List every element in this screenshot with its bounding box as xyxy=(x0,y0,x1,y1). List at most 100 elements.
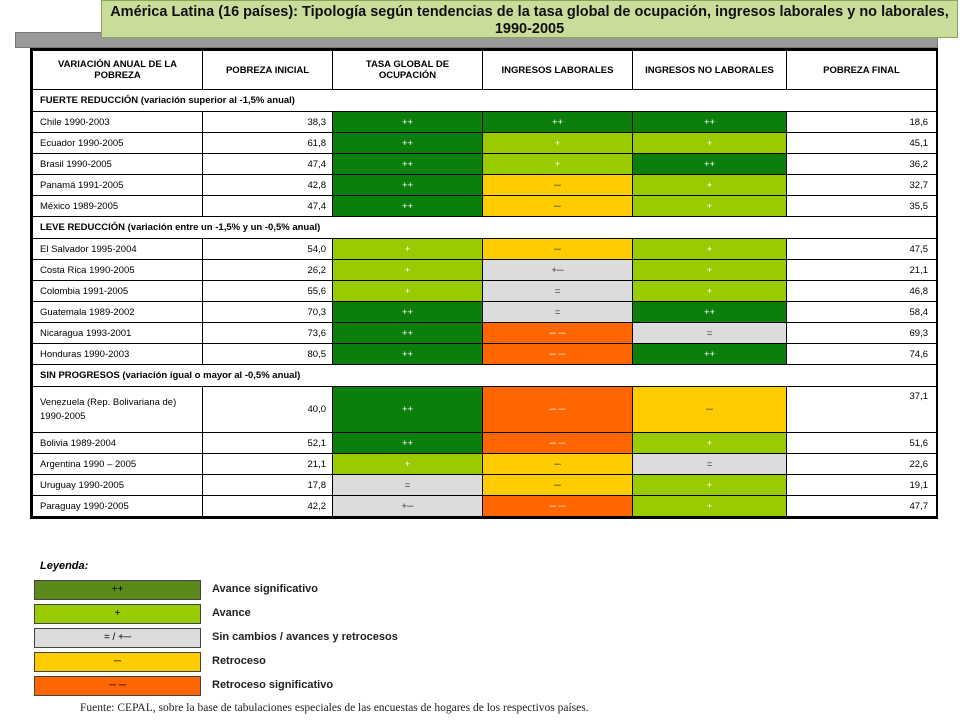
occupation-rate-cell: +─ xyxy=(332,495,483,517)
country-name: Chile 1990-2003 xyxy=(40,116,110,128)
labor-income-cell: ─ ─ xyxy=(482,322,633,344)
table-row: Chile 1990-2003 38,3 ++ ++ ++ 18,6 xyxy=(32,111,937,133)
country-cell: México 1989-2005 xyxy=(32,195,203,217)
initial-poverty-cell: 42,8 xyxy=(202,174,333,196)
final-poverty-cell: 47,5 xyxy=(786,238,937,260)
final-poverty-cell: 18,6 xyxy=(786,111,937,133)
table-row: Guatemala 1989-2002 70,3 ++ = ++ 58,4 xyxy=(32,301,937,323)
country-cell: Paraguay 1990-2005 xyxy=(32,495,203,517)
final-poverty-cell: 74,6 xyxy=(786,343,937,365)
nonlabor-income-cell: + xyxy=(632,174,787,196)
legend-item: + Avance xyxy=(34,604,634,624)
nonlabor-income-cell: + xyxy=(632,259,787,281)
labor-income-cell: ─ ─ xyxy=(482,343,633,365)
nonlabor-income-cell: ++ xyxy=(632,343,787,365)
initial-poverty-cell: 42,2 xyxy=(202,495,333,517)
legend-swatch: ─ ─ xyxy=(34,676,201,696)
labor-income-cell: = xyxy=(482,301,633,323)
legend-label: Avance significativo xyxy=(212,583,318,595)
country-name: Ecuador 1990-2005 xyxy=(40,137,124,149)
occupation-rate-cell: + xyxy=(332,238,483,260)
occupation-rate-cell: ++ xyxy=(332,132,483,154)
country-name: México 1989-2005 xyxy=(40,200,119,212)
labor-income-cell: + xyxy=(482,153,633,175)
section-row: FUERTE REDUCCIÓN (variación superior al … xyxy=(32,89,937,112)
nonlabor-income-cell: ─ xyxy=(632,386,787,433)
country-name: Colombia 1991-2005 xyxy=(40,285,129,297)
occupation-rate-cell: ++ xyxy=(332,322,483,344)
table-row: Costa Rica 1990-2005 26,2 + +─ +21,1 xyxy=(32,259,937,281)
legend-item: = / +─ Sin cambios / avances y retrocesos xyxy=(34,628,634,648)
country-cell: Bolivia 1989-2004 xyxy=(32,432,203,454)
country-name: Uruguay 1990-2005 xyxy=(40,479,124,491)
labor-income-cell: ─ xyxy=(482,474,633,496)
table-body: FUERTE REDUCCIÓN (variación superior al … xyxy=(32,89,937,517)
occupation-rate-cell: + xyxy=(332,280,483,302)
country-name: Paraguay 1990-2005 xyxy=(40,500,129,512)
labor-income-cell: ─ ─ xyxy=(482,386,633,433)
table-row: México 1989-2005 47,4 ++ ─ +35,5 xyxy=(32,195,937,217)
initial-poverty-cell: 38,3 xyxy=(202,111,333,133)
page-title: América Latina (16 países): Tipología se… xyxy=(110,4,949,37)
table-row: Ecuador 1990-2005 61,8 ++ + +45,1 xyxy=(32,132,937,154)
final-poverty-cell: 19,1 xyxy=(786,474,937,496)
initial-poverty-cell: 47,4 xyxy=(202,153,333,175)
table-row: El Salvador 1995-2004 54,0 + ─ +47,5 xyxy=(32,238,937,260)
labor-income-cell: ─ xyxy=(482,453,633,475)
legend-item: ─ ─ Retroceso significativo xyxy=(34,676,634,696)
country-cell: Guatemala 1989-2002 xyxy=(32,301,203,323)
initial-poverty-cell: 54,0 xyxy=(202,238,333,260)
country-cell: Chile 1990-2003 xyxy=(32,111,203,133)
legend-label: Avance xyxy=(212,607,251,619)
table-row: Uruguay 1990-2005 17,8 = ─ +19,1 xyxy=(32,474,937,496)
table-row: Brasil 1990-2005 47,4 ++ + ++ 36,2 xyxy=(32,153,937,175)
initial-poverty-cell: 17,8 xyxy=(202,474,333,496)
initial-poverty-cell: 73,6 xyxy=(202,322,333,344)
legend-label: Retroceso xyxy=(212,655,266,667)
country-cell: Panamá 1991-2005 xyxy=(32,174,203,196)
occupation-rate-cell: ++ xyxy=(332,153,483,175)
country-cell: Ecuador 1990-2005 xyxy=(32,132,203,154)
initial-poverty-cell: 61,8 xyxy=(202,132,333,154)
header-row: VARIACIÓN ANUAL DE LA POBREZA POBREZA IN… xyxy=(32,50,937,90)
table-row: Honduras 1990-2003 80,5 ++ ─ ─ ++ 74,6 xyxy=(32,343,937,365)
country-cell: Argentina 1990 – 2005 xyxy=(32,453,203,475)
occupation-rate-cell: ++ xyxy=(332,432,483,454)
country-name: Costa Rica 1990-2005 xyxy=(40,264,135,276)
nonlabor-income-cell: + xyxy=(632,132,787,154)
initial-poverty-cell: 55,6 xyxy=(202,280,333,302)
nonlabor-income-cell: ++ xyxy=(632,301,787,323)
occupation-rate-cell: = xyxy=(332,474,483,496)
country-name: Venezuela (Rep. Bolivariana de) xyxy=(40,396,177,408)
nonlabor-income-cell: + xyxy=(632,238,787,260)
nonlabor-income-cell: = xyxy=(632,453,787,475)
legend-swatch: ++ xyxy=(34,580,201,600)
legend-label: Retroceso significativo xyxy=(212,679,334,691)
table-row: Venezuela (Rep. Bolivariana de) 1990-2005… xyxy=(32,386,937,433)
country-cell: Costa Rica 1990-2005 xyxy=(32,259,203,281)
country-name: Panamá 1991-2005 xyxy=(40,179,124,191)
nonlabor-income-cell: + xyxy=(632,474,787,496)
data-table: VARIACIÓN ANUAL DE LA POBREZA POBREZA IN… xyxy=(32,50,937,517)
country-cell: Colombia 1991-2005 xyxy=(32,280,203,302)
legend-title: Leyenda: xyxy=(40,560,89,572)
legend-item: ++ Avance significativo xyxy=(34,580,634,600)
final-poverty-cell: 37,1 xyxy=(786,386,937,433)
nonlabor-income-cell: ++ xyxy=(632,153,787,175)
occupation-rate-cell: ++ xyxy=(332,343,483,365)
section-row: LEVE REDUCCIÓN (variación entre un -1,5%… xyxy=(32,216,937,239)
section-label: SIN PROGRESOS (variación igual o mayor a… xyxy=(32,364,937,387)
header-cell: TASA GLOBAL DE OCUPACIÓN xyxy=(332,50,483,90)
legend-swatch: = / +─ xyxy=(34,628,201,648)
country-cell: Brasil 1990-2005 xyxy=(32,153,203,175)
header-cell: INGRESOS NO LABORALES xyxy=(632,50,787,90)
initial-poverty-cell: 40,0 xyxy=(202,386,333,433)
final-poverty-cell: 32,7 xyxy=(786,174,937,196)
header-cell: POBREZA FINAL xyxy=(786,50,937,90)
country-name: Bolivia 1989-2004 xyxy=(40,437,117,449)
table-row: Bolivia 1989-2004 52,1 ++ ─ ─ +51,6 xyxy=(32,432,937,454)
nonlabor-income-cell: + xyxy=(632,280,787,302)
table-row: Paraguay 1990-2005 42,2 +─ ─ ─ +47,7 xyxy=(32,495,937,517)
labor-income-cell: ─ xyxy=(482,238,633,260)
occupation-rate-cell: + xyxy=(332,259,483,281)
